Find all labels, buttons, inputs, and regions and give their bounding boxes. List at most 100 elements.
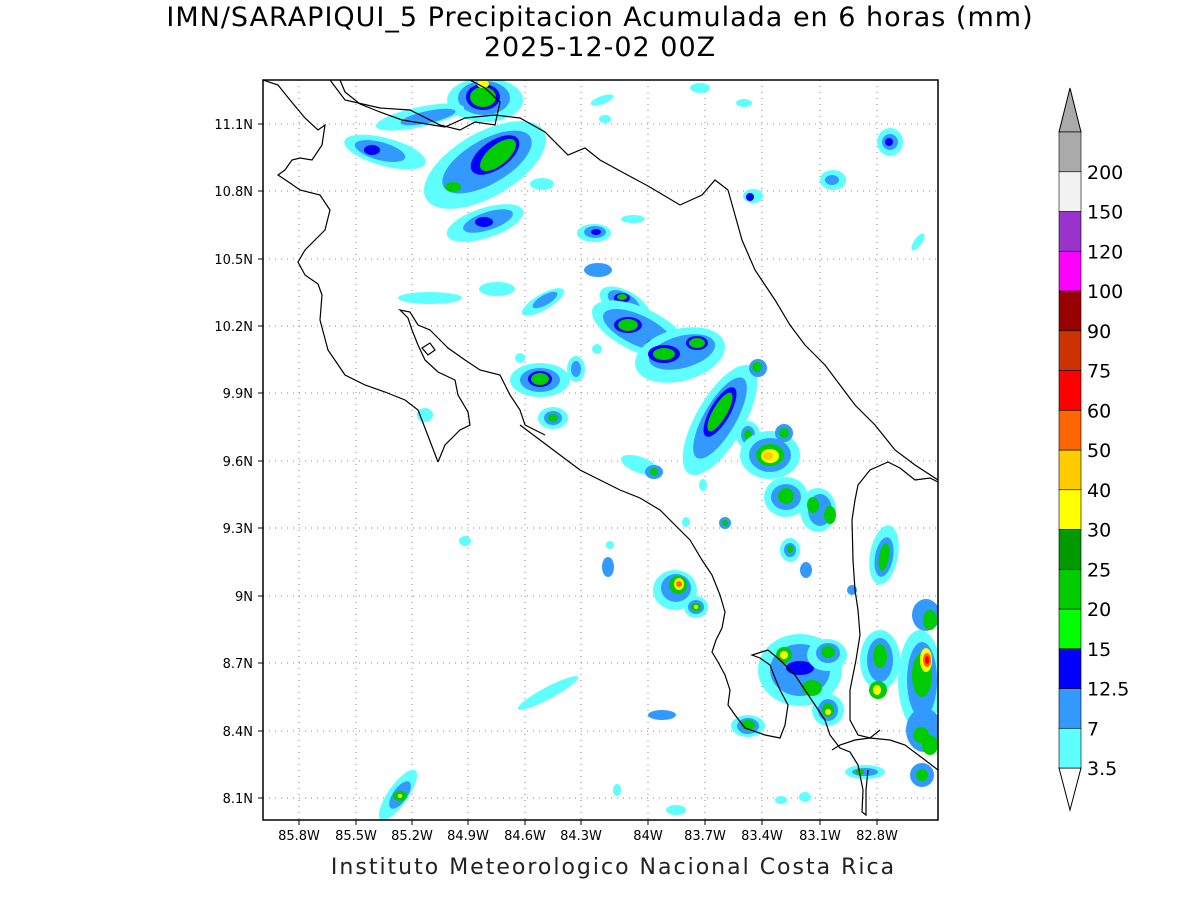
color-legend: 3.5 7 12.5 15 20 25 30 40 50 60 75 90 100 120 150 200	[1058, 87, 1129, 812]
legend-label: 12.5	[1087, 679, 1129, 701]
rain-cell	[375, 103, 465, 131]
rain-cell	[517, 676, 579, 710]
legend-color-box	[1058, 171, 1082, 212]
y-tick-label: 9.6N	[223, 455, 253, 470]
y-tick-label: 9N	[235, 590, 253, 605]
nicaragua-border	[339, 80, 729, 206]
rain-cell	[621, 454, 663, 479]
rain-cell	[446, 204, 524, 242]
rain-cell	[521, 288, 565, 316]
x-tick-label: 85.5W	[335, 829, 377, 844]
y-tick-label: 8.7N	[223, 657, 253, 672]
legend-color-box	[1058, 688, 1082, 729]
rain-cell	[530, 178, 554, 190]
rain-cell	[820, 170, 846, 190]
rain-cell	[780, 538, 800, 562]
x-tick-label: 83.1W	[799, 829, 841, 844]
rain-cell	[764, 477, 808, 517]
y-tick-label: 9.9N	[223, 387, 253, 402]
panama-border	[849, 461, 938, 739]
caribbean-coast	[727, 189, 938, 481]
rain-cell	[912, 599, 938, 631]
rain-cell	[577, 224, 611, 242]
rain-cell	[479, 282, 515, 296]
rain-cell	[877, 128, 903, 156]
x-tick-label: 83.4W	[741, 829, 783, 844]
coastlines	[263, 80, 938, 817]
x-tick-labels: 85.8W 85.5W 85.2W 84.9W 84.6W 84.3W 84W …	[278, 829, 898, 844]
rain-cell	[510, 363, 570, 397]
x-tick-label: 84W	[633, 829, 663, 844]
rain-cell	[911, 233, 925, 251]
rain-cell	[635, 327, 725, 383]
map-frame	[262, 79, 939, 821]
map-title: IMN/SARAPIQUI_5 Precipitacion Acumulada …	[166, 2, 1034, 33]
legend-label: 25	[1087, 559, 1111, 581]
rain-cell	[690, 83, 710, 93]
legend-color-box	[1058, 409, 1082, 451]
rain-cell	[898, 630, 938, 730]
rain-cell	[869, 525, 899, 585]
legend-label: 120	[1087, 241, 1123, 263]
legend-color-boxes	[1058, 131, 1082, 769]
legend-label: 20	[1087, 599, 1111, 621]
legend-color-box	[1058, 131, 1082, 173]
legend-color-box	[1058, 211, 1082, 252]
rain-cell	[740, 431, 800, 479]
legend-label: 3.5	[1087, 758, 1117, 780]
rain-cell	[906, 708, 938, 755]
legend-color-box	[1058, 529, 1082, 570]
legend-label: 75	[1087, 361, 1111, 383]
rain-cell	[621, 215, 645, 223]
y-tick-label: 10.8N	[214, 185, 253, 200]
rain-cell	[423, 121, 547, 209]
nicaragua-pacific-coast	[263, 80, 439, 463]
nicoya-coast	[398, 309, 546, 463]
rain-cell	[602, 557, 614, 577]
y-tick-label: 10.2N	[214, 320, 253, 335]
rain-cell	[538, 407, 568, 429]
legend-top-arrow	[1058, 87, 1082, 133]
rain-cell	[775, 796, 787, 804]
x-tick-label: 84.9W	[447, 829, 489, 844]
rain-cell	[592, 344, 602, 354]
rain-cell	[606, 541, 614, 549]
rain-cell	[599, 115, 611, 123]
legend-bottom-arrow	[1058, 767, 1082, 812]
rain-cell	[648, 710, 676, 720]
legend-label: 60	[1087, 400, 1111, 422]
rain-cell	[344, 134, 426, 170]
institution-credit: Instituto Meteorologico Nacional Costa R…	[330, 855, 897, 880]
rain-cell	[515, 353, 525, 363]
rain-cell	[567, 356, 585, 382]
rain-cell	[775, 424, 793, 442]
rain-cell	[584, 263, 612, 277]
rain-cell	[719, 517, 731, 529]
rain-cell	[910, 763, 934, 787]
legend-label: 150	[1087, 202, 1123, 224]
legend-color-box	[1058, 370, 1082, 411]
legend-label: 90	[1087, 321, 1111, 343]
rain-cell	[800, 488, 836, 532]
legend-label: 200	[1087, 162, 1123, 184]
rain-cell	[736, 99, 752, 107]
legend-color-box	[1058, 449, 1082, 491]
rain-cell	[749, 359, 767, 377]
x-tick-label: 82.8W	[856, 829, 898, 844]
rain-cell	[807, 639, 847, 671]
rain-cell	[682, 517, 690, 527]
rain-cell	[459, 536, 471, 546]
legend-label: 50	[1087, 440, 1111, 462]
map-datetime: 2025-12-02 00Z	[483, 32, 717, 63]
legend-color-box	[1058, 727, 1082, 769]
x-tick-label: 83.7W	[684, 829, 726, 844]
x-tick-label: 84.6W	[504, 829, 546, 844]
rain-cell	[613, 784, 621, 796]
precipitation-layer	[344, 80, 938, 820]
x-tick-label: 85.2W	[391, 829, 433, 844]
rain-cell	[699, 479, 707, 491]
legend-label: 7	[1087, 718, 1099, 740]
legend-label: 15	[1087, 639, 1111, 661]
rain-cell	[682, 364, 758, 476]
